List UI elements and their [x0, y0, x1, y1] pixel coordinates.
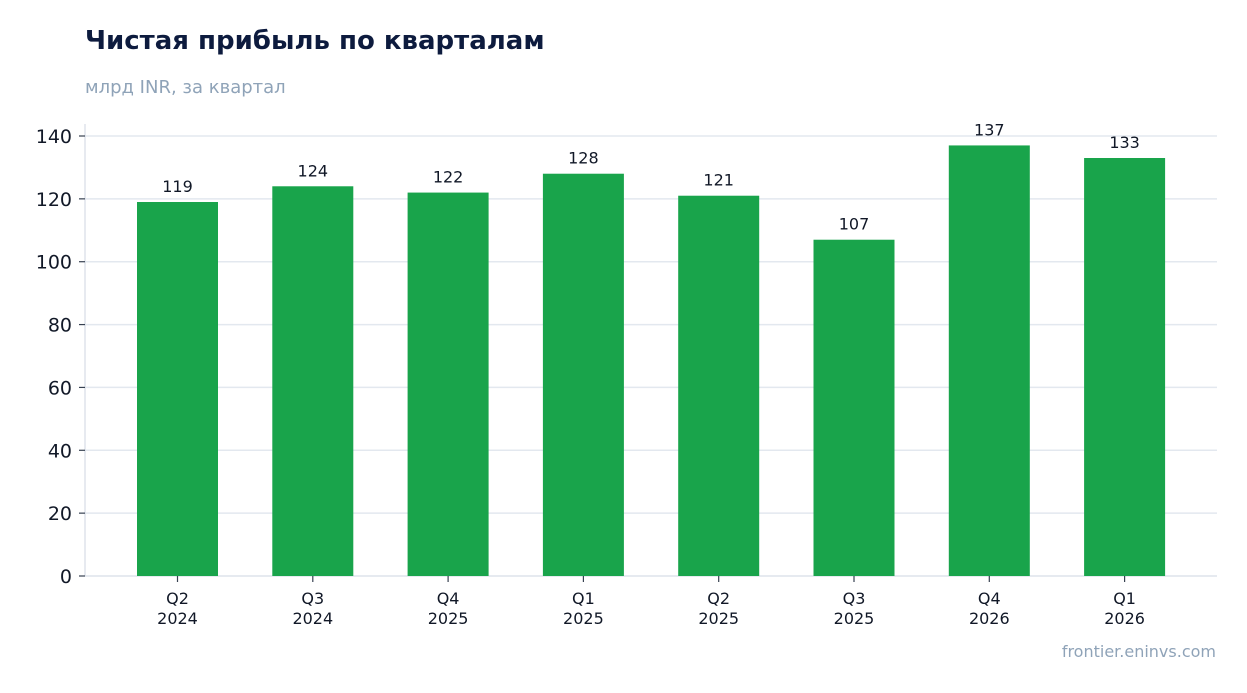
- bar: [407, 192, 489, 577]
- y-tick-label: 100: [36, 252, 72, 274]
- bar: [272, 186, 354, 577]
- data-label: 119: [162, 177, 193, 196]
- bar: [678, 195, 760, 576]
- bar: [1084, 158, 1166, 576]
- x-axis-ticks: Q2 2024 Q3 2024 Q4 2025 Q1 2025 Q2 2025 Q3 2025 Q4 20…: [157, 576, 1145, 628]
- y-tick-label: 120: [36, 189, 72, 211]
- bars: [137, 145, 1166, 577]
- y-tick-label: 40: [48, 440, 72, 462]
- data-label: 133: [1109, 133, 1140, 152]
- chart-subtitle: млрд INR, за квартал: [85, 77, 286, 98]
- data-label: 137: [974, 120, 1005, 139]
- x-tick-label: Q4 2026: [969, 589, 1010, 628]
- data-label: 122: [433, 168, 464, 187]
- bar: [813, 239, 895, 576]
- x-tick-label: Q2 2024: [157, 589, 198, 628]
- data-label: 124: [298, 161, 329, 180]
- data-label: 128: [568, 149, 599, 168]
- y-tick-label: 140: [36, 126, 72, 148]
- x-tick-label: Q4 2025: [428, 589, 469, 628]
- y-tick-label: 20: [48, 503, 72, 525]
- x-tick-label: Q2 2025: [698, 589, 739, 628]
- axes: [84, 124, 1217, 577]
- y-tick-label: 60: [48, 377, 72, 399]
- gridlines: [85, 135, 1217, 514]
- bar: [542, 173, 624, 576]
- y-tick-label: 80: [48, 315, 72, 337]
- data-labels: 119 124 122 128 121 107 137 133: [162, 120, 1140, 233]
- x-tick-label: Q1 2026: [1104, 589, 1145, 628]
- x-tick-label: Q3 2024: [292, 589, 333, 628]
- source-credit: frontier.eninvs.com: [1061, 642, 1216, 661]
- chart-title: Чистая прибыль по кварталам: [85, 26, 545, 56]
- x-tick-label: Q1 2025: [563, 589, 604, 628]
- bar: [948, 145, 1030, 576]
- y-axis-ticks: 0 20 40 60 80 100 120 140: [36, 126, 85, 588]
- y-tick-label: 0: [60, 566, 72, 588]
- data-label: 107: [839, 215, 870, 234]
- data-label: 121: [703, 171, 734, 190]
- bar: [137, 202, 218, 576]
- x-tick-label: Q3 2025: [834, 589, 875, 628]
